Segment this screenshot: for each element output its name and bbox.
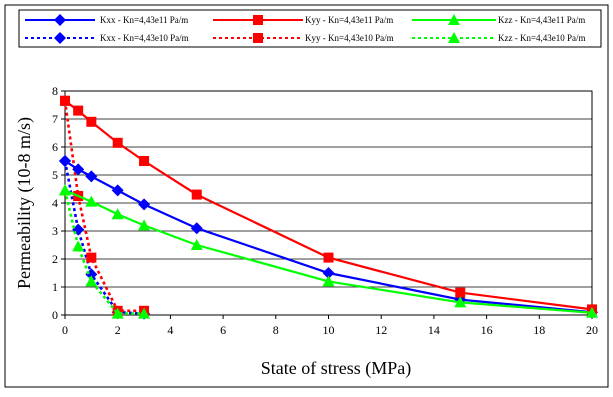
data-point [111,208,124,220]
data-point [455,287,466,298]
data-point [86,252,97,263]
legend-marker [54,14,66,26]
x-tick-label: 10 [323,323,335,337]
data-point [190,239,203,250]
legend-item: Kyy - Kn=4,43e11 Pa/m [213,15,393,25]
data-point [323,252,334,263]
data-point [138,219,151,231]
y-tick-label: 0 [52,308,58,322]
data-point [454,296,467,308]
legend: Kxx - Kn=4,43e11 Pa/m Kyy - Kn=4,43e11 Pa… [25,14,586,44]
y-tick-label: 6 [52,140,58,154]
x-axis-label: State of stress (MPa) [261,358,411,379]
data-point [138,307,151,319]
x-tick-label: 12 [375,323,387,337]
data-point [112,137,123,148]
y-tick-label: 5 [52,168,58,182]
legend-label: Kyy - Kn=4,43e10 Pa/m [305,33,394,43]
x-tick-label: 14 [428,323,440,337]
legend-marker [253,33,263,43]
data-point [111,184,124,197]
x-tick-label: 16 [481,323,493,337]
legend-item: Kxx - Kn=4,43e11 Pa/m [25,14,188,26]
data-point [59,184,71,196]
data-point [111,307,124,319]
legend-marker [253,15,263,25]
x-tick-label: 20 [586,323,598,337]
data-point [72,163,85,176]
series-2 [59,184,598,318]
series-line [63,190,145,315]
data-point [138,198,151,211]
data-point [322,267,335,279]
series-layer [59,95,598,320]
y-tick-label: 8 [52,84,58,98]
data-point [73,105,84,116]
legend-marker [448,14,460,25]
legend-item: Kzz - Kn=4,43e10 Pa/m [412,32,586,43]
data-point [190,222,203,235]
data-point [85,275,98,287]
data-point [60,95,70,106]
legend-label: Kxx - Kn=4,43e10 Pa/m [100,33,189,43]
legend-marker [54,32,66,44]
legend-label: Kxx - Kn=4,43e11 Pa/m [100,15,188,25]
legend-label: Kzz - Kn=4,43e10 Pa/m [498,33,586,43]
gridlines [65,118,592,288]
y-tick-label: 1 [52,280,58,294]
y-tick-label: 4 [52,196,58,210]
x-tick-label: 6 [220,323,226,337]
x-tick-label: 0 [62,323,68,337]
y-axis-label: Permeability (10-8 m/s) [14,117,35,289]
y-tick-label: 3 [52,224,58,238]
data-point [191,189,202,200]
data-point [59,155,71,167]
data-point [322,275,335,287]
x-tick-label: 4 [167,323,173,337]
legend-item: Kxx - Kn=4,43e10 Pa/m [25,32,189,44]
legend-item: Kzz - Kn=4,43e11 Pa/m [412,14,585,25]
legend-label: Kyy - Kn=4,43e11 Pa/m [305,15,393,25]
y-tick-label: 7 [52,112,58,126]
data-point [85,195,98,207]
legend-marker [448,32,460,43]
data-point [139,156,150,166]
x-tick-label: 8 [273,323,279,337]
data-point [86,116,97,127]
legend-box [18,9,602,48]
data-point [85,170,98,183]
y-tick-label: 2 [52,252,58,266]
data-point [586,306,598,318]
x-tick-label: 2 [115,323,121,337]
x-tick-label: 18 [533,323,545,337]
legend-label: Kzz - Kn=4,43e11 Pa/m [498,15,585,25]
legend-item: Kyy - Kn=4,43e10 Pa/m [213,33,394,43]
data-point [72,240,85,252]
